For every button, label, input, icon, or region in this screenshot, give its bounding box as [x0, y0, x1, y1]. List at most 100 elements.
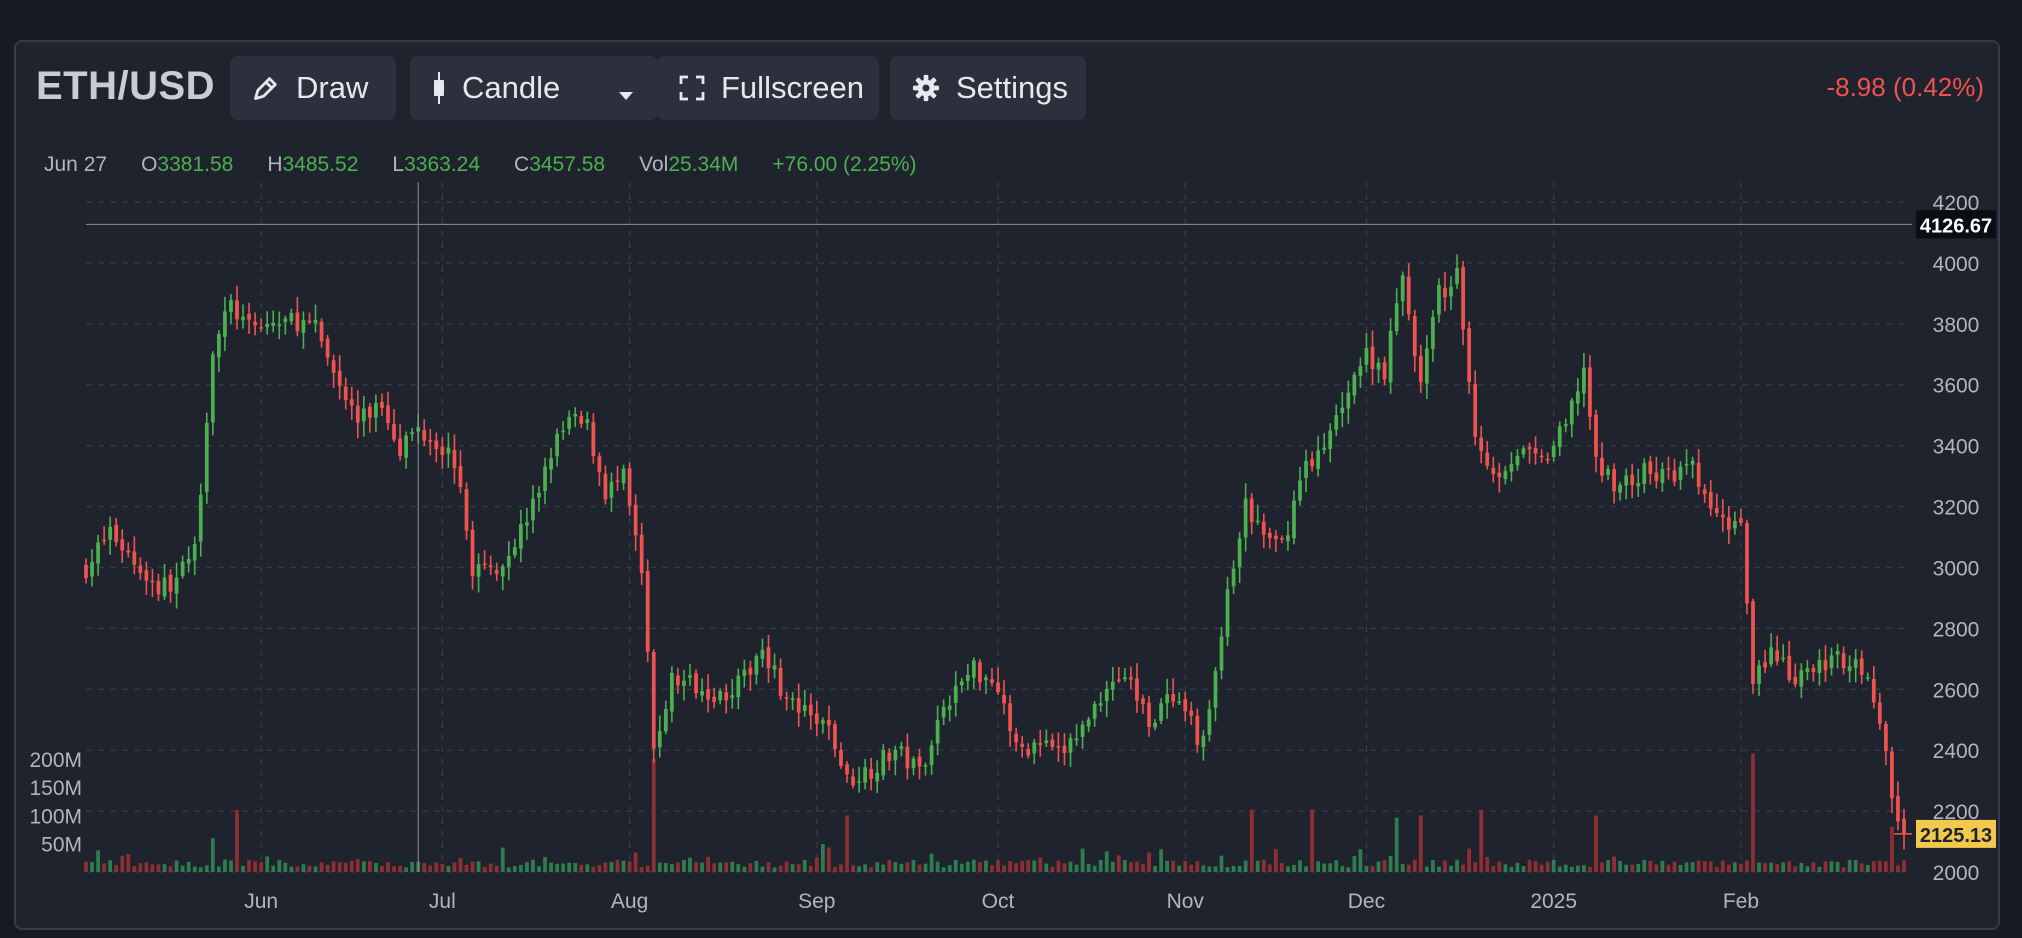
candle-body — [458, 465, 463, 487]
volume-bar — [1443, 860, 1447, 872]
volume-bar — [259, 862, 264, 872]
legend-volume-label: Vol — [639, 153, 669, 176]
candle-body — [1793, 677, 1798, 685]
price-tick-label: 3400 — [1933, 436, 1980, 459]
volume-bar — [1491, 865, 1496, 872]
candle-body — [156, 581, 161, 595]
volume-bar — [669, 864, 674, 872]
volume-bar — [90, 862, 94, 872]
candle-body — [1231, 568, 1236, 587]
candle-body — [102, 539, 106, 542]
date-tick-label: Jun — [244, 890, 278, 913]
candle-body — [899, 746, 904, 749]
candle-body — [875, 772, 880, 782]
candle-body — [1485, 452, 1490, 466]
candle-body — [1455, 268, 1459, 284]
volume-bar — [1346, 867, 1351, 872]
candle-body — [1708, 491, 1713, 509]
candle-body — [1280, 538, 1284, 540]
volume-bar — [1261, 859, 1266, 872]
fullscreen-button[interactable]: Fullscreen — [657, 56, 879, 120]
volume-bar — [518, 864, 523, 872]
candle-body — [1606, 469, 1610, 475]
candle-body — [283, 318, 288, 322]
volume-bar — [1310, 809, 1314, 872]
volume-bar — [814, 857, 819, 872]
volume-bar — [851, 865, 855, 872]
candle-body — [766, 647, 771, 669]
price-tick-label: 4000 — [1933, 253, 1980, 276]
candle-body — [1328, 430, 1333, 449]
volume-bar — [1092, 865, 1097, 872]
price-chart[interactable]: 2000 2200 2400 2600 2800 3000 3200 3400 3600 3800… — [16, 42, 2000, 930]
candle-body — [1122, 677, 1127, 680]
candle-body — [911, 758, 916, 769]
volume-bar — [1865, 865, 1870, 872]
price-tick-label: 3000 — [1933, 557, 1980, 580]
volume-bar — [1708, 861, 1713, 872]
volume-bar — [1189, 864, 1194, 872]
volume-bar — [1606, 860, 1610, 872]
settings-button[interactable]: Settings — [890, 56, 1086, 120]
volume-bar — [265, 856, 270, 872]
candle-body — [168, 574, 173, 592]
crosshair-overlay: 4126.67 2125.13 — [86, 182, 1996, 872]
candle-body — [724, 692, 729, 701]
volume-bar — [458, 857, 463, 872]
volume-bar — [440, 864, 445, 872]
volume-bar — [796, 864, 801, 872]
volume-bar — [639, 867, 644, 872]
volume-bar — [253, 861, 257, 872]
volume-bar — [772, 867, 777, 872]
candle-body — [114, 524, 119, 543]
candle-body — [941, 706, 946, 718]
volume-bar — [1588, 866, 1592, 872]
volume-bar — [1618, 860, 1622, 872]
candle-body — [1316, 450, 1321, 469]
volume-bar — [386, 862, 390, 872]
volume-bar — [1726, 864, 1731, 872]
volume-bar — [555, 863, 559, 872]
draw-button[interactable]: Draw — [230, 56, 396, 120]
candle-body — [1467, 328, 1472, 382]
candle-body — [929, 745, 934, 766]
volume-bar — [1068, 861, 1073, 872]
candle-body — [223, 311, 227, 337]
candle-body — [754, 656, 759, 675]
candle-body — [1527, 446, 1532, 450]
volume-bar — [1122, 859, 1127, 872]
date-tick-label: Sep — [798, 890, 835, 913]
volume-bar — [1521, 866, 1526, 872]
volume-bar — [935, 861, 940, 872]
volume-bar — [325, 864, 330, 872]
candle-body — [500, 566, 505, 577]
volume-bar — [1292, 864, 1296, 872]
candle-body — [1769, 647, 1773, 665]
chart-type-dropdown[interactable]: Candle — [410, 56, 658, 120]
candle-body — [446, 447, 451, 454]
volume-bar — [404, 867, 408, 872]
volume-bar — [1660, 860, 1665, 872]
volume-bar — [1497, 861, 1502, 872]
candle-body — [440, 446, 445, 456]
price-tick-label: 2800 — [1933, 618, 1980, 641]
volume-bar — [494, 865, 499, 872]
volume-bar — [573, 862, 578, 872]
candle-body — [1726, 517, 1731, 530]
volume-bar — [778, 865, 783, 872]
volume-bar — [597, 865, 602, 872]
volume-bar — [1267, 864, 1272, 872]
candle-body — [1461, 267, 1465, 330]
candle-body — [1678, 466, 1683, 480]
volume-bar — [1080, 848, 1085, 872]
candle-body — [277, 324, 282, 327]
candle-body — [1787, 655, 1792, 680]
volume-bar — [1829, 861, 1834, 872]
candle-body — [1213, 671, 1218, 708]
volume-bar — [1104, 851, 1109, 872]
legend-low-value: 3363.24 — [404, 153, 481, 176]
candle-body — [1781, 657, 1786, 660]
volume-bar — [1805, 866, 1810, 872]
volume-bar — [277, 860, 282, 872]
volume-bar — [120, 855, 125, 872]
